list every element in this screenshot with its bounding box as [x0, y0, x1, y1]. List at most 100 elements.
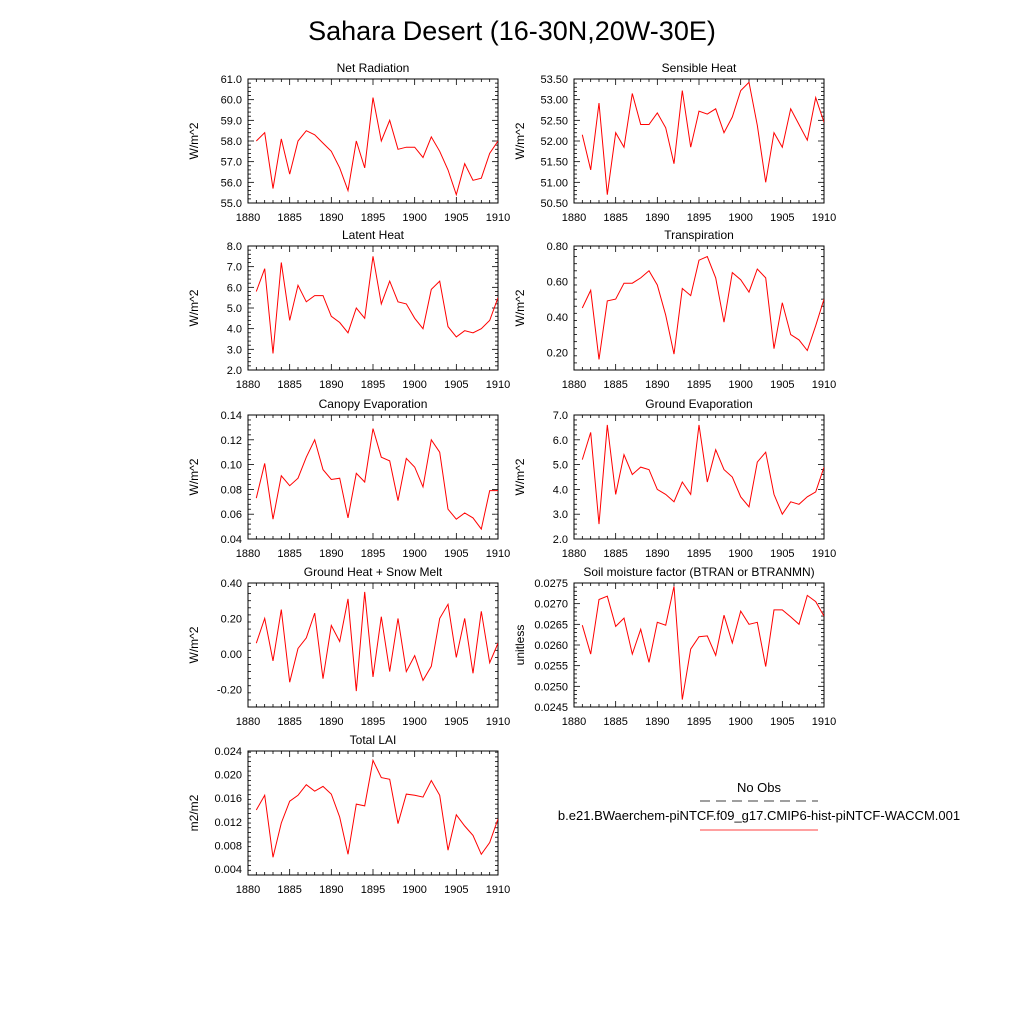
y-tick-label: 3.0	[553, 509, 568, 521]
x-tick-label: 1880	[562, 716, 586, 728]
x-tick-label: 1910	[486, 716, 510, 728]
series-line	[255, 591, 498, 692]
plot-frame	[247, 414, 499, 540]
x-tick-label: 1905	[770, 716, 794, 728]
x-tick-label: 1895	[687, 548, 711, 560]
x-tick-label: 1900	[728, 548, 752, 560]
y-axis-label: W/m^2	[513, 289, 527, 326]
y-tick-label: 57.0	[221, 157, 242, 169]
y-tick-label: 6.0	[227, 282, 242, 294]
y-tick-label: 53.50	[540, 74, 568, 86]
y-tick-label: 60.0	[221, 95, 242, 107]
y-tick-label: 61.0	[221, 74, 242, 86]
plot-frame	[573, 78, 825, 204]
panel-title: Ground Heat + Snow Melt	[304, 565, 443, 579]
y-tick-label: 0.80	[547, 241, 568, 253]
x-tick-label: 1900	[402, 379, 426, 391]
figure-title: Sahara Desert (16-30N,20W-30E)	[308, 16, 716, 46]
y-tick-label: 0.20	[547, 347, 568, 359]
y-tick-label: 8.0	[227, 241, 242, 253]
x-tick-label: 1905	[444, 884, 468, 896]
x-tick-label: 1910	[486, 548, 510, 560]
legend-obs-label: No Obs	[737, 780, 782, 795]
chart-panel-7: Soil moisture factor (BTRAN or BTRANMN) u…	[513, 565, 836, 728]
x-tick-label: 1880	[562, 212, 586, 224]
y-axis-label: m2/m2	[187, 794, 201, 831]
plot-frame	[573, 245, 825, 371]
series-line	[255, 97, 498, 197]
y-tick-label: 0.00	[221, 649, 242, 661]
y-tick-label: 0.14	[221, 410, 242, 422]
x-tick-label: 1880	[236, 884, 260, 896]
y-tick-label: 51.00	[540, 177, 568, 189]
y-tick-label: 56.0	[221, 177, 242, 189]
y-axis-label: W/m^2	[187, 122, 201, 159]
y-tick-label: 0.40	[221, 578, 242, 590]
x-tick-label: 1880	[236, 716, 260, 728]
y-tick-label: 0.008	[214, 840, 242, 852]
x-tick-label: 1895	[361, 212, 385, 224]
y-tick-label: 5.0	[553, 460, 568, 472]
y-tick-label: 0.020	[214, 770, 242, 782]
x-tick-label: 1905	[444, 379, 468, 391]
x-tick-label: 1900	[728, 212, 752, 224]
x-tick-label: 1885	[277, 548, 301, 560]
x-tick-label: 1890	[319, 379, 343, 391]
chart-panel-6: Ground Heat + Snow Melt W/m^2 1880 1885 1890…	[187, 565, 510, 728]
x-tick-label: 1910	[812, 379, 836, 391]
x-tick-label: 1905	[770, 548, 794, 560]
y-tick-label: 0.06	[221, 509, 242, 521]
series-line	[581, 424, 824, 525]
y-tick-label: 0.0265	[534, 619, 568, 631]
x-tick-label: 1905	[770, 379, 794, 391]
y-tick-label: 5.0	[227, 303, 242, 315]
x-tick-label: 1895	[687, 212, 711, 224]
y-tick-label: 52.50	[540, 115, 568, 127]
x-tick-label: 1905	[444, 548, 468, 560]
y-tick-label: 0.12	[221, 435, 242, 447]
x-tick-label: 1885	[603, 716, 627, 728]
x-tick-label: 1885	[277, 379, 301, 391]
y-axis-label: W/m^2	[187, 626, 201, 663]
y-tick-label: 6.0	[553, 435, 568, 447]
y-tick-label: 0.60	[547, 276, 568, 288]
x-tick-label: 1890	[645, 716, 669, 728]
series-line	[581, 81, 824, 195]
x-tick-label: 1890	[319, 884, 343, 896]
y-tick-label: 4.0	[227, 324, 242, 336]
panel-title: Net Radiation	[337, 61, 410, 75]
series-line	[255, 758, 498, 858]
panel-title: Canopy Evaporation	[319, 397, 428, 411]
legend-model-label: b.e21.BWaerchem-piNTCF.f09_g17.CMIP6-his…	[558, 808, 960, 823]
y-tick-label: 0.016	[214, 793, 242, 805]
panel-title: Soil moisture factor (BTRAN or BTRANMN)	[583, 565, 814, 579]
y-tick-label: 0.10	[221, 460, 242, 472]
x-tick-label: 1895	[361, 379, 385, 391]
y-tick-label: 52.00	[540, 136, 568, 148]
panel-title: Latent Heat	[342, 228, 405, 242]
x-tick-label: 1910	[812, 716, 836, 728]
y-tick-label: 7.0	[227, 262, 242, 274]
x-tick-label: 1895	[361, 884, 385, 896]
y-tick-label: 51.50	[540, 157, 568, 169]
x-tick-label: 1900	[402, 548, 426, 560]
x-tick-label: 1885	[603, 379, 627, 391]
x-tick-label: 1910	[812, 212, 836, 224]
y-tick-label: 0.20	[221, 613, 242, 625]
plot-frame	[247, 245, 499, 371]
panel-title: Sensible Heat	[662, 61, 737, 75]
y-tick-label: 0.012	[214, 817, 242, 829]
y-tick-label: 53.00	[540, 95, 568, 107]
x-tick-label: 1885	[277, 212, 301, 224]
series-line	[255, 256, 498, 354]
chart-panel-2: Latent Heat W/m^2 1880 1885 1890 1895 1900 1905…	[187, 228, 510, 391]
panel-title: Total LAI	[350, 733, 397, 747]
y-tick-label: 2.0	[553, 534, 568, 546]
plot-frame	[573, 414, 825, 540]
x-tick-label: 1910	[486, 212, 510, 224]
x-tick-label: 1905	[770, 212, 794, 224]
y-tick-label: 55.0	[221, 198, 242, 210]
legend: No Obs b.e21.BWaerchem-piNTCF.f09_g17.CM…	[558, 780, 960, 831]
chart-panel-0: Net Radiation W/m^2 1880 1885 1890 1895 1900 19…	[187, 61, 510, 224]
